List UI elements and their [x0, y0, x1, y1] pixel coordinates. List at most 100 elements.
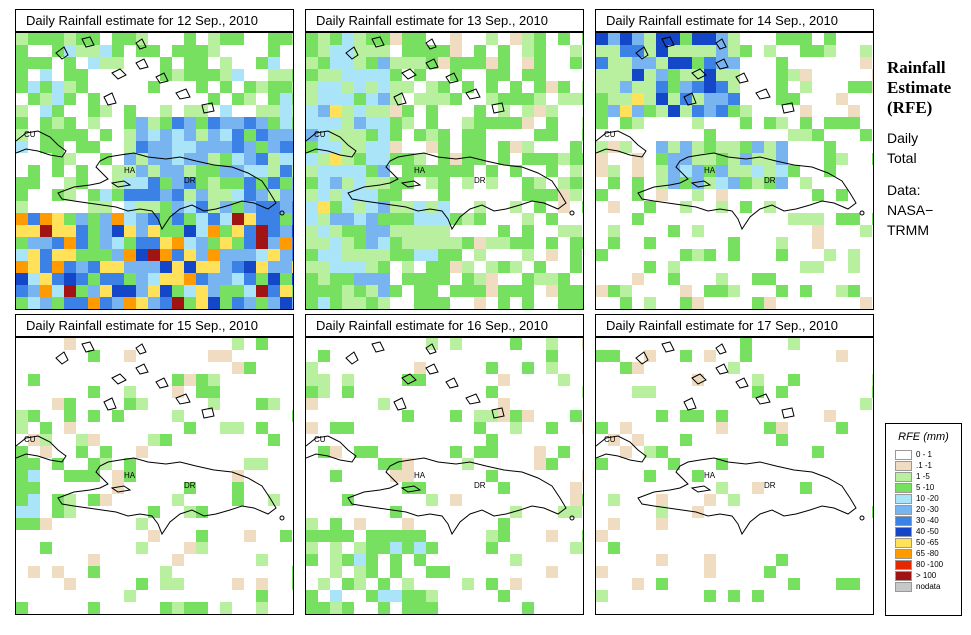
- rainfall-cell: [522, 297, 534, 309]
- rainfall-cell: [450, 237, 462, 249]
- rainfall-cell: [728, 57, 740, 69]
- rainfall-cell: [692, 93, 704, 105]
- rainfall-cell: [354, 93, 366, 105]
- rainfall-cell: [280, 261, 292, 273]
- rainfall-cell: [280, 141, 292, 153]
- rainfall-cell: [522, 410, 534, 422]
- rainfall-cell: [668, 33, 680, 45]
- rainfall-cell: [378, 153, 390, 165]
- rainfall-cell: [522, 285, 534, 297]
- rainfall-cell: [148, 297, 160, 309]
- island-coastline: [135, 363, 149, 375]
- rainfall-cell: [148, 177, 160, 189]
- rainfall-cell: [546, 530, 558, 542]
- rainfall-cell: [824, 117, 836, 129]
- island-coastline: [755, 393, 771, 405]
- rainfall-cell: [136, 285, 148, 297]
- rainfall-cell: [64, 93, 76, 105]
- rainfall-cell: [76, 129, 88, 141]
- rainfall-cell: [486, 470, 498, 482]
- rainfall-cell: [644, 446, 656, 458]
- rainfall-cell: [208, 129, 220, 141]
- rainfall-cell: [546, 422, 558, 434]
- rainfall-cell: [740, 165, 752, 177]
- rainfall-cell: [450, 285, 462, 297]
- rainfall-cell: [16, 249, 28, 261]
- legend-item: 65 -80: [895, 548, 961, 559]
- rainfall-cell: [522, 189, 534, 201]
- rainfall-cell: [306, 57, 318, 69]
- rainfall-cell: [64, 177, 76, 189]
- rainfall-cell: [680, 249, 692, 261]
- rainfall-cell: [342, 129, 354, 141]
- legend-item: 10 -20: [895, 493, 961, 504]
- rainfall-cell: [728, 285, 740, 297]
- legend-label: 20 -30: [916, 504, 939, 514]
- rainfall-cell: [40, 237, 52, 249]
- rainfall-cell: [522, 105, 534, 117]
- rainfall-cell: [76, 177, 88, 189]
- rainfall-cell: [292, 177, 293, 189]
- rainfall-cell: [220, 105, 232, 117]
- rainfall-cell: [582, 386, 583, 398]
- rainfall-cell: [414, 237, 426, 249]
- heading-estimate: Estimate: [887, 78, 952, 97]
- rainfall-cell: [582, 494, 583, 506]
- rainfall-cell: [474, 249, 486, 261]
- rainfall-cell: [582, 93, 583, 105]
- rainfall-cell: [474, 129, 486, 141]
- rainfall-map: CU HA DR: [305, 32, 584, 310]
- rainfall-cell: [680, 350, 692, 362]
- rainfall-cell: [280, 237, 292, 249]
- rainfall-cell: [244, 129, 256, 141]
- rainfall-cell: [378, 602, 390, 614]
- rainfall-cell: [522, 33, 534, 45]
- rainfall-cell: [716, 482, 728, 494]
- rainfall-cell: [620, 57, 632, 69]
- rainfall-cell: [136, 578, 148, 590]
- rainfall-cell: [148, 45, 160, 57]
- rainfall-cell: [644, 93, 656, 105]
- rainfall-cell: [582, 117, 583, 129]
- rainfall-cell: [716, 105, 728, 117]
- rainfall-cell: [596, 57, 608, 69]
- rainfall-cell: [52, 33, 64, 45]
- rainfall-cell: [232, 225, 244, 237]
- rainfall-cell: [196, 69, 208, 81]
- rainfall-cell: [280, 117, 292, 129]
- rainfall-cell: [268, 69, 280, 81]
- rainfall-cell: [28, 57, 40, 69]
- rainfall-cell: [64, 578, 76, 590]
- rainfall-cell: [160, 213, 172, 225]
- rainfall-cell: [124, 261, 136, 273]
- rainfall-cell: [124, 177, 136, 189]
- rainfall-cell: [306, 165, 318, 177]
- rainfall-cell: [498, 225, 510, 237]
- panel-title: Daily Rainfall estimate for 13 Sep., 201…: [305, 9, 584, 32]
- cuba-coastline: [596, 130, 647, 158]
- rainfall-cell: [318, 81, 330, 93]
- rainfall-cell: [76, 45, 88, 57]
- rainfall-cell: [124, 249, 136, 261]
- rainfall-cell: [776, 141, 788, 153]
- rainfall-cell: [100, 446, 112, 458]
- rainfall-cell: [196, 201, 208, 213]
- rainfall-cell: [668, 165, 680, 177]
- rainfall-cell: [268, 129, 280, 141]
- rainfall-cell: [136, 273, 148, 285]
- rainfall-cell: [474, 297, 486, 309]
- rainfall-cell: [232, 141, 244, 153]
- rainfall-cell: [510, 554, 522, 566]
- rainfall-cell: [656, 506, 668, 518]
- rainfall-cell: [680, 105, 692, 117]
- rainfall-cell: [28, 273, 40, 285]
- rainfall-cell: [546, 362, 558, 374]
- rainfall-cell: [232, 261, 244, 273]
- rainfall-cell: [414, 213, 426, 225]
- rainfall-cell: [632, 33, 644, 45]
- rainfall-cell: [728, 141, 740, 153]
- rainfall-cell: [220, 249, 232, 261]
- rainfall-cell: [812, 45, 824, 57]
- island-coastline: [715, 38, 727, 50]
